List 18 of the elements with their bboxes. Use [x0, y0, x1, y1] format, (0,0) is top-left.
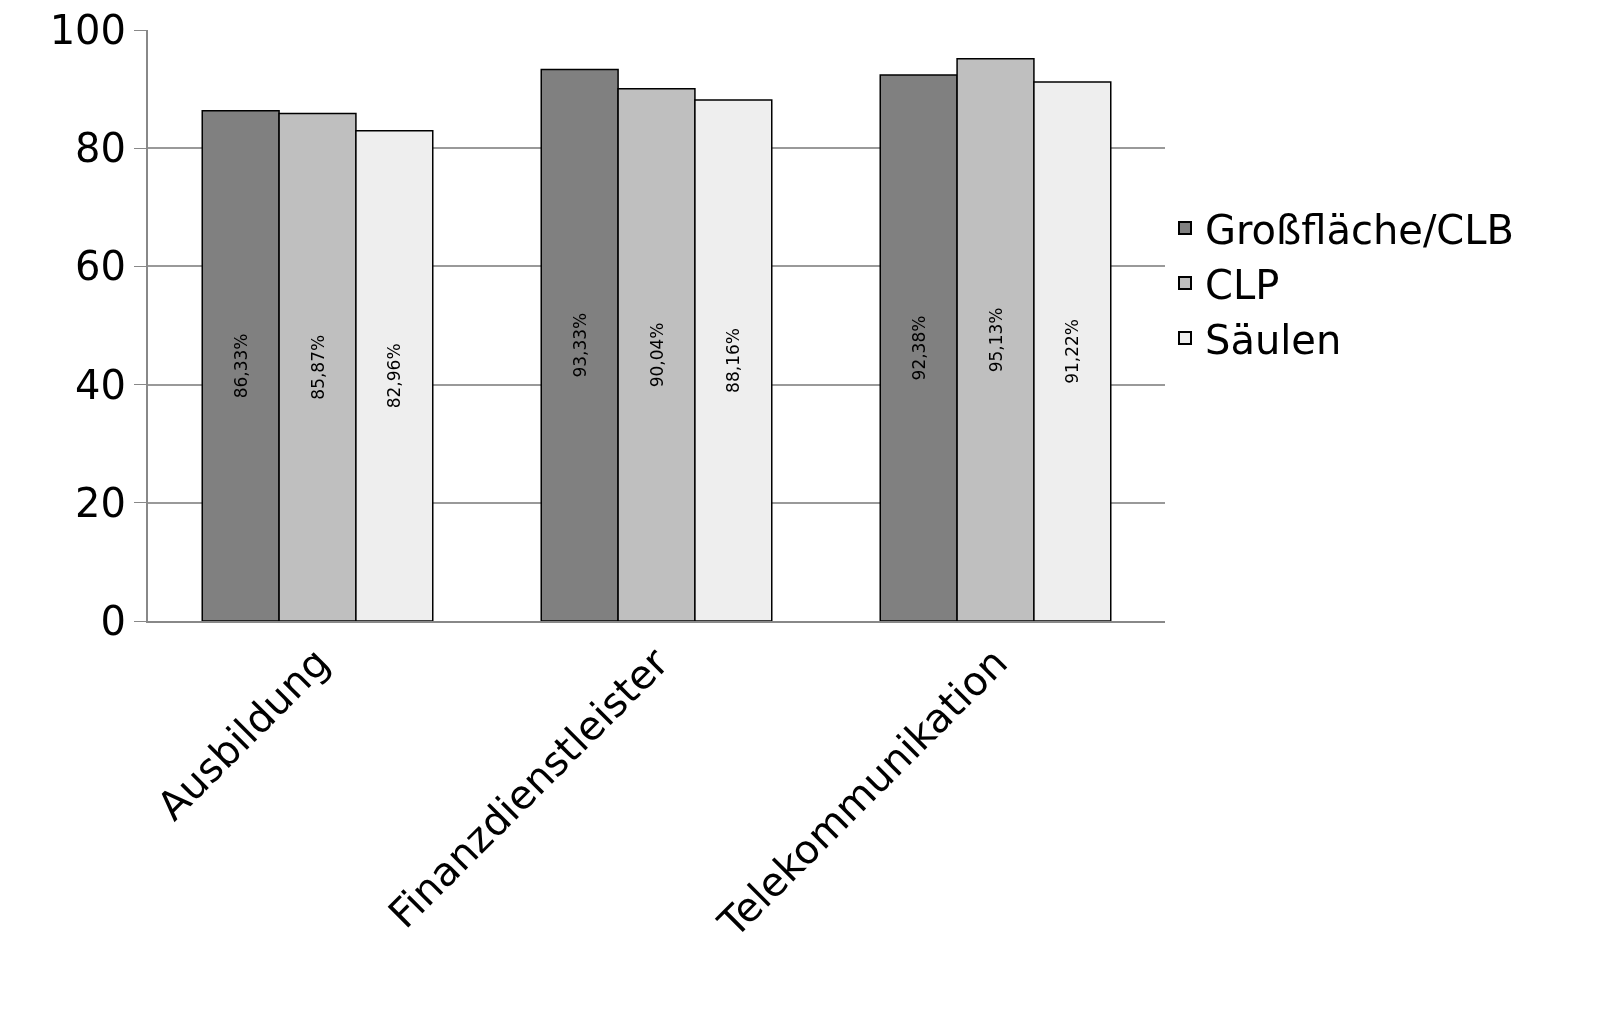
legend-label: Großfläche/CLB: [1205, 206, 1515, 253]
legend-label: CLP: [1205, 261, 1280, 308]
y-tick-label: 20: [75, 479, 126, 526]
y-tick-label: 60: [75, 243, 126, 290]
legend-label: Säulen: [1205, 316, 1342, 363]
y-tick-label: 40: [75, 361, 126, 408]
y-tick-label: 80: [75, 125, 126, 172]
data-label: 85,87%: [307, 334, 328, 400]
data-label: 91,22%: [1062, 319, 1083, 384]
data-label: 95,13%: [985, 307, 1006, 373]
data-label: 82,96%: [384, 343, 405, 409]
y-tick-label: 100: [49, 7, 126, 53]
data-label: 92,38%: [908, 315, 929, 381]
data-label: 90,04%: [646, 322, 667, 388]
data-label: 86,33%: [230, 333, 251, 399]
data-label: 88,16%: [723, 328, 744, 393]
y-tick-label: 0: [100, 598, 126, 644]
data-label: 93,33%: [569, 312, 590, 378]
